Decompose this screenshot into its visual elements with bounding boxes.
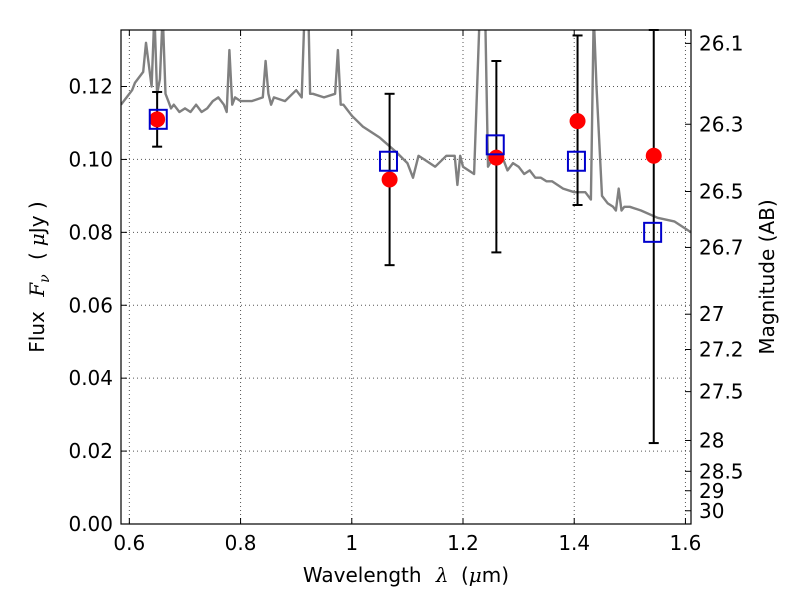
x-axis-label-unit-rest: m) bbox=[482, 563, 509, 587]
right-tick-label: 28 bbox=[699, 428, 724, 452]
y-tick-label: 0.10 bbox=[68, 147, 113, 171]
right-tick-label: 26.3 bbox=[699, 112, 744, 136]
model-spectrum-line bbox=[121, 30, 691, 234]
x-tick-label: 1.2 bbox=[447, 531, 479, 555]
x-axis-label: Wavelength λ (μm) bbox=[303, 563, 509, 587]
right-tick-label: 27.2 bbox=[699, 338, 744, 362]
plot-area bbox=[121, 30, 691, 234]
data-point-red bbox=[488, 149, 505, 166]
model-flux-square bbox=[378, 150, 398, 172]
x-tick-label: 1.6 bbox=[670, 531, 702, 555]
right-tick-label: 26.5 bbox=[699, 180, 744, 204]
y-tick-label: 0.08 bbox=[68, 220, 113, 244]
y-axis-label-subscript: ν bbox=[37, 274, 53, 283]
right-tick-label: 30 bbox=[699, 499, 724, 523]
x-axis-label-prefix: Wavelength bbox=[303, 563, 422, 587]
right-tick-label: 29 bbox=[699, 479, 724, 503]
y-tick-label: 0.06 bbox=[68, 293, 113, 317]
y-axis-label-prefix: Flux bbox=[25, 311, 49, 353]
x-tick-label: 0.8 bbox=[225, 531, 257, 555]
x-axis-label-unit-open: ( bbox=[461, 563, 469, 587]
plot-frame bbox=[120, 29, 692, 525]
grid bbox=[121, 30, 691, 524]
data-point-red bbox=[645, 147, 662, 164]
y-tick-label: 0.12 bbox=[68, 75, 113, 99]
right-tick-label: 27.5 bbox=[699, 380, 744, 404]
right-tick-label: 28.5 bbox=[699, 459, 744, 483]
x-axis-label-symbol: λ bbox=[435, 563, 449, 587]
right-tick-label: 26.7 bbox=[699, 235, 744, 259]
right-axis-label: Magnitude (AB) bbox=[755, 199, 779, 354]
y-tick-label: 0.04 bbox=[68, 366, 113, 390]
axis-ticks: 0.6 0.8 1 1.2 1.4 1.6 0.00 0.02 0.04 0.06 0.08 0.10… bbox=[68, 30, 744, 555]
x-axis-label-unit-mu: μ bbox=[469, 563, 482, 587]
x-tick-label: 1.4 bbox=[558, 531, 590, 555]
y-axis-label: Flux Fν ( μJy ) bbox=[25, 201, 54, 352]
y-axis-label-symbol: F bbox=[25, 282, 49, 298]
data-point-red bbox=[149, 111, 166, 128]
model-flux-square bbox=[643, 221, 663, 243]
model-flux-square bbox=[148, 108, 168, 130]
x-tick-label: 1 bbox=[345, 531, 358, 555]
right-tick-label: 27 bbox=[699, 302, 724, 326]
y-tick-label: 0.00 bbox=[68, 512, 113, 536]
y-axis-label-unit-open: ( bbox=[25, 252, 49, 260]
x-tick-label: 0.6 bbox=[113, 531, 145, 555]
y-axis-label-unit-mu: μ bbox=[25, 233, 49, 246]
errorbars bbox=[148, 29, 663, 445]
model-flux-square bbox=[485, 134, 505, 156]
data-point-red bbox=[381, 171, 398, 188]
model-flux-square bbox=[566, 150, 586, 172]
data-point-red bbox=[569, 113, 586, 130]
right-tick-label: 26.1 bbox=[699, 31, 744, 55]
y-axis-label-unit-rest: Jy ) bbox=[25, 201, 49, 235]
y-tick-label: 0.02 bbox=[68, 439, 113, 463]
